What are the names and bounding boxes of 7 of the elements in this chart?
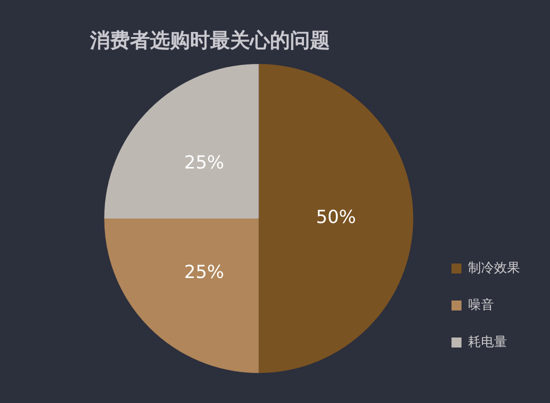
chart-title: 消费者选购时最关心的问题 [89, 28, 330, 52]
data-label: 25% [184, 152, 224, 174]
legend-label: 制冷效果 [468, 260, 520, 276]
legend-label: 耗电量 [468, 334, 507, 350]
data-label: 50% [316, 207, 356, 228]
data-label: 25% [184, 262, 224, 283]
legend-label: 噪音 [468, 298, 494, 313]
